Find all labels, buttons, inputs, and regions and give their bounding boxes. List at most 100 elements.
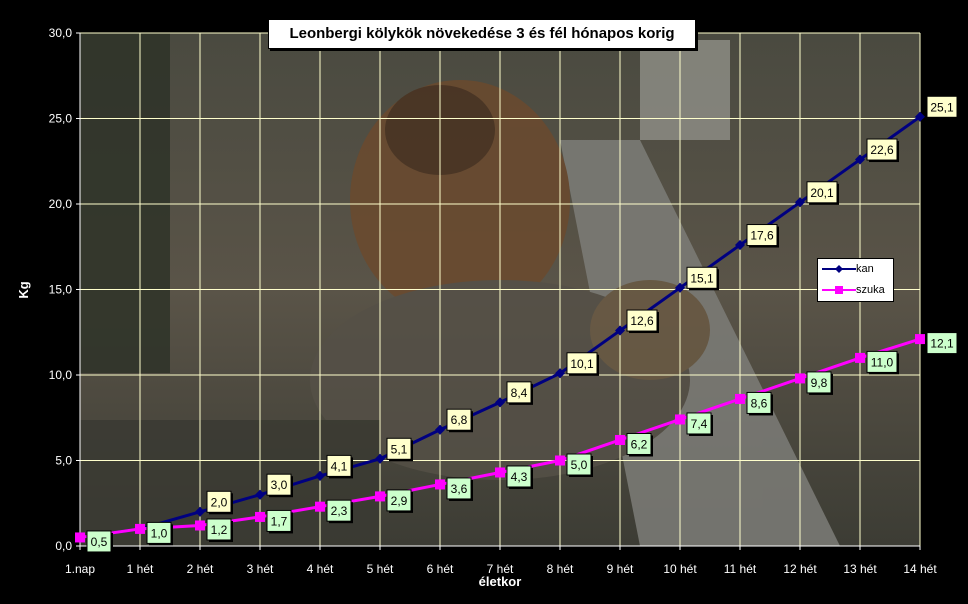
y-tick-label: 25,0 xyxy=(49,112,73,126)
data-label-text: 3,6 xyxy=(451,482,468,496)
data-point-kan xyxy=(555,368,565,379)
data-label-text: 1,2 xyxy=(211,523,228,537)
data-point-kan xyxy=(915,111,925,122)
data-point-kan xyxy=(615,325,625,336)
data-label-kan: 17,6 xyxy=(746,224,779,248)
data-label-szuka: 6,2 xyxy=(626,432,653,457)
data-label-kan: 15,1 xyxy=(686,266,719,291)
data-point-szuka xyxy=(915,334,925,345)
data-point-kan xyxy=(795,197,805,208)
y-tick-label: 10,0 xyxy=(49,368,73,382)
y-tick-label: 15,0 xyxy=(49,283,73,297)
x-tick-label: 12 hét xyxy=(783,562,817,576)
data-label-text: 6,2 xyxy=(631,437,648,451)
data-label-text: 8,6 xyxy=(751,396,768,410)
data-point-kan xyxy=(495,397,505,408)
data-label-szuka: 1,2 xyxy=(206,518,233,542)
data-point-szuka xyxy=(75,532,85,543)
legend-label-kan: kan xyxy=(856,263,874,275)
data-label-szuka: 12,1 xyxy=(926,332,959,356)
data-point-szuka xyxy=(255,511,265,522)
data-point-kan xyxy=(315,470,325,481)
data-point-kan xyxy=(735,240,745,251)
data-label-szuka: 9,8 xyxy=(806,371,833,395)
x-tick-label: 13 hét xyxy=(843,562,877,576)
data-label-szuka: 7,4 xyxy=(686,412,713,436)
data-label-szuka: 8,6 xyxy=(746,391,773,416)
data-label-text: 10,1 xyxy=(570,357,594,371)
data-label-szuka: 5,0 xyxy=(566,453,593,477)
data-label-kan: 25,1 xyxy=(926,95,959,120)
data-label-text: 11,0 xyxy=(871,355,894,369)
legend-label-szuka: szuka xyxy=(856,284,885,296)
data-label-text: 25,1 xyxy=(930,100,954,114)
data-label-szuka: 2,9 xyxy=(386,489,413,513)
y-tick-label: 30,0 xyxy=(49,26,73,40)
legend: kan szuka xyxy=(817,258,894,302)
data-point-szuka xyxy=(195,520,205,531)
y-tick-label: 5,0 xyxy=(55,454,72,468)
data-label-kan: 8,4 xyxy=(506,381,533,405)
data-label-text: 5,0 xyxy=(571,458,588,472)
x-tick-label: 6 hét xyxy=(427,562,454,576)
data-label-text: 4,3 xyxy=(511,470,528,484)
x-tick-label: 10 hét xyxy=(663,562,697,576)
data-label-text: 2,9 xyxy=(391,494,408,508)
data-label-text: 2,3 xyxy=(331,504,348,518)
data-point-kan xyxy=(375,453,385,464)
data-point-kan xyxy=(855,154,865,165)
chart-title: Leonbergi kölykök növekedése 3 és fél hó… xyxy=(268,19,696,49)
x-tick-label: 1 hét xyxy=(127,562,154,576)
data-label-kan: 12,6 xyxy=(626,309,659,334)
data-label-text: 12,1 xyxy=(930,337,954,351)
x-tick-label: 14 hét xyxy=(903,562,937,576)
data-label-kan: 2,0 xyxy=(206,490,233,515)
data-point-kan xyxy=(675,282,685,293)
data-point-kan xyxy=(195,506,205,517)
data-point-szuka xyxy=(375,491,385,502)
axes: 0,0 5,0 10,0 15,0 20,0 25,0 30,0 1.nap 1 hét 2 hé… xyxy=(49,26,938,576)
gridlines xyxy=(80,32,921,546)
data-label-szuka: 1,0 xyxy=(146,521,173,546)
data-point-szuka xyxy=(675,414,685,425)
x-tick-label: 9 hét xyxy=(607,562,634,576)
x-tick-label: 1.nap xyxy=(65,562,95,576)
data-label-kan: 5,1 xyxy=(386,437,413,462)
data-label-text: 6,8 xyxy=(451,413,468,427)
data-label-text: 9,8 xyxy=(811,376,828,390)
x-tick-label: 11 hét xyxy=(724,562,757,576)
data-label-kan: 4,1 xyxy=(326,454,353,479)
data-point-szuka xyxy=(795,373,805,384)
data-label-szuka: 3,6 xyxy=(446,477,473,501)
data-point-kan xyxy=(435,424,445,435)
data-label-kan: 6,8 xyxy=(446,408,473,433)
data-labels-layer: 0,5 1,0 1,2 1,7 2,3 2,9 3,6 4,3 5,0 6,2 7,4 8,6 9,8 1… xyxy=(86,95,959,554)
data-label-text: 4,1 xyxy=(331,459,348,473)
data-label-szuka: 1,7 xyxy=(266,509,293,534)
data-label-text: 2,0 xyxy=(211,495,228,509)
data-label-text: 0,5 xyxy=(91,535,108,549)
x-tick-label: 7 hét xyxy=(487,562,514,576)
data-label-text: 8,4 xyxy=(511,386,528,400)
data-point-szuka xyxy=(855,352,865,363)
x-tick-label: 4 hét xyxy=(307,562,334,576)
data-point-szuka xyxy=(735,393,745,404)
x-tick-label: 3 hét xyxy=(247,562,274,576)
data-label-text: 5,1 xyxy=(391,442,408,456)
y-axis-label: Kg xyxy=(16,281,31,298)
data-label-kan: 10,1 xyxy=(566,352,599,376)
data-label-text: 7,4 xyxy=(691,417,708,431)
data-label-szuka: 0,5 xyxy=(86,530,113,554)
data-label-text: 17,6 xyxy=(750,229,774,243)
data-label-szuka: 2,3 xyxy=(326,499,353,524)
data-point-kan xyxy=(255,489,265,500)
data-label-text: 3,0 xyxy=(271,478,288,492)
y-tick-label: 0,0 xyxy=(55,539,72,553)
data-point-szuka xyxy=(135,523,145,534)
legend-marker-kan xyxy=(822,265,856,273)
x-tick-label: 2 hét xyxy=(187,562,214,576)
data-label-text: 15,1 xyxy=(690,271,714,285)
data-point-szuka xyxy=(315,501,325,512)
data-label-text: 1,7 xyxy=(271,514,288,528)
